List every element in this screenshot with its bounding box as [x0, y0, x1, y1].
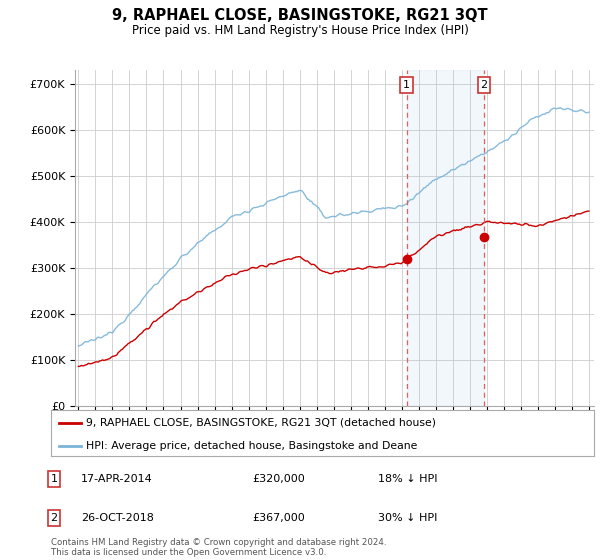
Bar	[407, 70, 484, 406]
Text: £320,000: £320,000	[252, 474, 305, 484]
Text: 1: 1	[50, 474, 58, 484]
Text: 17-APR-2014: 17-APR-2014	[81, 474, 153, 484]
Text: 9, RAPHAEL CLOSE, BASINGSTOKE, RG21 3QT: 9, RAPHAEL CLOSE, BASINGSTOKE, RG21 3QT	[112, 8, 488, 24]
Text: 30% ↓ HPI: 30% ↓ HPI	[378, 513, 437, 523]
Text: HPI: Average price, detached house, Basingstoke and Deane: HPI: Average price, detached house, Basi…	[86, 441, 418, 451]
Text: Price paid vs. HM Land Registry's House Price Index (HPI): Price paid vs. HM Land Registry's House …	[131, 24, 469, 36]
Text: 18% ↓ HPI: 18% ↓ HPI	[378, 474, 437, 484]
Text: 2: 2	[481, 80, 487, 90]
Text: Contains HM Land Registry data © Crown copyright and database right 2024.
This d: Contains HM Land Registry data © Crown c…	[51, 538, 386, 557]
Text: 2: 2	[50, 513, 58, 523]
Text: £367,000: £367,000	[252, 513, 305, 523]
Text: 1: 1	[403, 80, 410, 90]
Text: 26-OCT-2018: 26-OCT-2018	[81, 513, 154, 523]
Text: 9, RAPHAEL CLOSE, BASINGSTOKE, RG21 3QT (detached house): 9, RAPHAEL CLOSE, BASINGSTOKE, RG21 3QT …	[86, 418, 436, 428]
